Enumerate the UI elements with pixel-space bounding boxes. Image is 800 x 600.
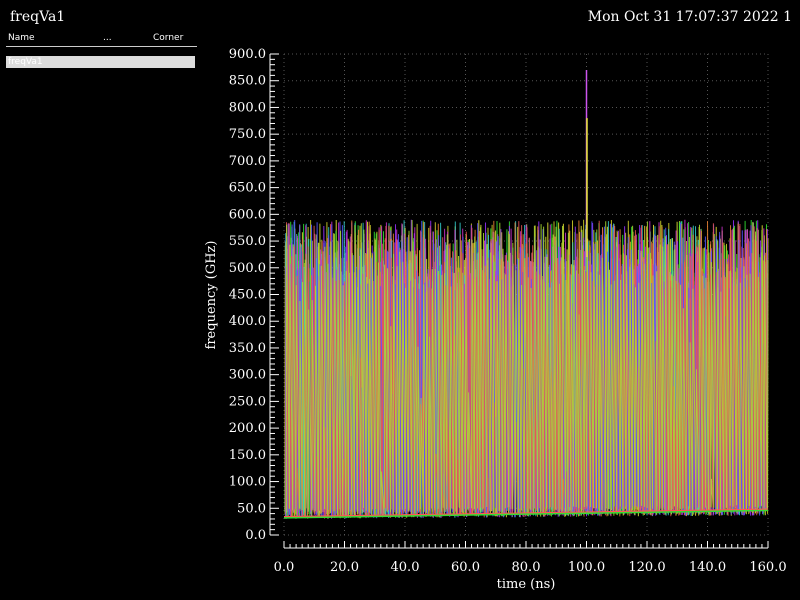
y-tick-label: 100.0 <box>229 475 266 490</box>
x-tick-label: 160.0 <box>749 560 786 575</box>
x-tick-label: 40.0 <box>391 560 420 575</box>
y-tick-label: 400.0 <box>229 314 266 329</box>
trend-line <box>283 508 769 518</box>
y-tick-label: 150.0 <box>229 448 266 463</box>
x-axis-label: time (ns) <box>497 577 556 592</box>
y-tick-label: 300.0 <box>229 368 266 383</box>
legend-col-corner[interactable]: Corner <box>153 33 184 43</box>
y-tick-label: 900.0 <box>229 47 266 62</box>
x-tick-label: 0.0 <box>274 560 295 575</box>
x-tick-label: 140.0 <box>689 560 726 575</box>
legend-col-dots[interactable]: ... <box>103 33 112 43</box>
y-tick-label: 0.0 <box>245 528 266 543</box>
y-tick-label: 500.0 <box>229 261 266 276</box>
x-tick-label: 60.0 <box>451 560 480 575</box>
trend-line <box>283 509 769 519</box>
window-title: freqVa1 <box>10 9 66 25</box>
y-axis-label: frequency (GHz) <box>204 241 219 350</box>
y-tick-label: 650.0 <box>229 181 266 196</box>
y-tick-label: 250.0 <box>229 394 266 409</box>
y-tick-label: 550.0 <box>229 234 266 249</box>
x-tick-label: 120.0 <box>628 560 665 575</box>
y-tick-label: 700.0 <box>229 154 266 169</box>
y-tick-label: 800.0 <box>229 100 266 115</box>
y-tick-label: 850.0 <box>229 74 266 89</box>
x-tick-label: 80.0 <box>512 560 541 575</box>
series-line <box>285 219 769 519</box>
y-tick-label: 450.0 <box>229 288 266 303</box>
y-tick-label: 50.0 <box>237 501 266 516</box>
y-tick-label: 350.0 <box>229 341 266 356</box>
chart-series <box>283 70 769 519</box>
legend-divider <box>6 46 197 47</box>
chart-axes: 0.0 50.0 100.0 150.0 200.0 250.0 300.0 350.0 400… <box>229 47 787 575</box>
x-tick-label: 100.0 <box>568 560 605 575</box>
y-tick-label: 600.0 <box>229 207 266 222</box>
timestamp: Mon Oct 31 17:07:37 2022 1 <box>587 9 792 25</box>
legend-header: Name ... Corner <box>8 33 196 45</box>
x-tick-label: 20.0 <box>330 560 359 575</box>
y-tick-label: 750.0 <box>229 127 266 142</box>
legend-item-freqva1[interactable]: freqVa1 <box>6 56 195 68</box>
legend-col-name[interactable]: Name <box>8 33 35 43</box>
y-tick-label: 200.0 <box>229 421 266 436</box>
